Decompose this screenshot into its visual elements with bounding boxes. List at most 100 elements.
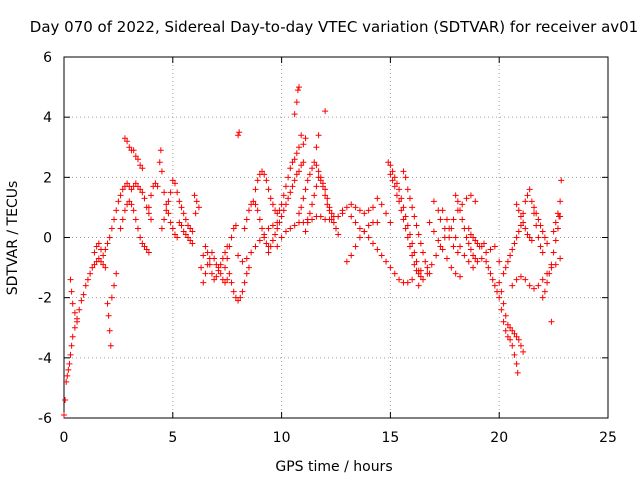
data-point bbox=[467, 192, 474, 199]
data-point bbox=[504, 258, 511, 265]
data-point bbox=[213, 261, 220, 268]
data-point bbox=[454, 249, 461, 256]
data-point bbox=[252, 201, 259, 208]
data-point bbox=[224, 276, 231, 283]
data-point bbox=[84, 276, 91, 283]
data-point bbox=[280, 192, 287, 199]
y-tick-label: 0 bbox=[43, 231, 52, 247]
data-point bbox=[520, 210, 527, 217]
data-point bbox=[374, 195, 381, 202]
data-point bbox=[389, 168, 396, 175]
data-points bbox=[61, 84, 565, 418]
data-point bbox=[265, 186, 272, 193]
data-point bbox=[100, 261, 107, 268]
data-point bbox=[324, 195, 331, 202]
data-point bbox=[400, 168, 407, 175]
data-point bbox=[478, 243, 485, 250]
data-point bbox=[282, 228, 289, 235]
data-point bbox=[263, 240, 270, 247]
data-point bbox=[163, 201, 170, 208]
data-point bbox=[232, 222, 239, 229]
x-tick-label: 25 bbox=[599, 430, 617, 446]
data-point bbox=[315, 174, 322, 181]
data-point bbox=[322, 108, 329, 115]
data-point bbox=[548, 318, 555, 325]
data-point bbox=[152, 180, 159, 187]
y-tick-label: -4 bbox=[38, 351, 52, 367]
data-point bbox=[296, 84, 303, 91]
data-point bbox=[315, 168, 322, 175]
data-point bbox=[132, 216, 139, 223]
data-point bbox=[202, 270, 209, 277]
data-point bbox=[502, 327, 509, 334]
data-point bbox=[68, 342, 75, 349]
data-point bbox=[87, 270, 94, 277]
data-point bbox=[63, 378, 70, 385]
data-point bbox=[517, 342, 524, 349]
data-point bbox=[176, 198, 183, 205]
data-point bbox=[237, 294, 244, 301]
data-point bbox=[552, 219, 559, 226]
data-point bbox=[224, 255, 231, 262]
data-point bbox=[315, 132, 322, 139]
data-point bbox=[261, 234, 268, 241]
data-point bbox=[289, 183, 296, 190]
data-point bbox=[513, 276, 520, 283]
data-point bbox=[64, 372, 71, 379]
data-point bbox=[208, 270, 215, 277]
data-point bbox=[306, 171, 313, 178]
data-point bbox=[554, 210, 561, 217]
data-point bbox=[467, 231, 474, 238]
data-point bbox=[385, 159, 392, 166]
data-point bbox=[554, 225, 561, 232]
data-point bbox=[515, 207, 522, 214]
data-point bbox=[256, 237, 263, 244]
data-point bbox=[165, 210, 172, 217]
data-point bbox=[513, 201, 520, 208]
data-point bbox=[269, 222, 276, 229]
data-point bbox=[68, 288, 75, 295]
data-point bbox=[539, 249, 546, 256]
data-point bbox=[304, 219, 311, 226]
data-point bbox=[491, 243, 498, 250]
data-point bbox=[404, 222, 411, 229]
data-point bbox=[208, 249, 215, 256]
data-point bbox=[450, 243, 457, 250]
data-point bbox=[285, 195, 292, 202]
data-point bbox=[139, 240, 146, 247]
data-point bbox=[111, 282, 118, 289]
data-point bbox=[121, 207, 128, 214]
data-point bbox=[200, 279, 207, 286]
data-point bbox=[296, 144, 303, 151]
x-tick-label: 0 bbox=[60, 430, 69, 446]
data-point bbox=[411, 213, 418, 220]
chart-title: Day 070 of 2022, Sidereal Day-to-day VTE… bbox=[30, 18, 638, 36]
data-point bbox=[326, 207, 333, 214]
data-point bbox=[402, 225, 409, 232]
data-point bbox=[211, 276, 218, 283]
data-point bbox=[343, 258, 350, 265]
data-point bbox=[428, 261, 435, 268]
x-tick-label: 10 bbox=[273, 430, 291, 446]
data-point bbox=[261, 171, 268, 178]
data-point bbox=[235, 297, 242, 304]
data-point bbox=[130, 207, 137, 214]
data-point bbox=[465, 258, 472, 265]
data-point bbox=[406, 243, 413, 250]
data-point bbox=[409, 252, 416, 259]
data-point bbox=[250, 198, 257, 205]
data-point bbox=[541, 288, 548, 295]
data-point bbox=[304, 177, 311, 184]
data-point bbox=[157, 147, 164, 154]
data-point bbox=[406, 195, 413, 202]
data-point bbox=[106, 234, 113, 241]
data-point bbox=[154, 183, 161, 190]
data-point bbox=[504, 333, 511, 340]
data-point bbox=[309, 216, 316, 223]
data-point bbox=[439, 246, 446, 253]
data-point bbox=[282, 201, 289, 208]
data-point bbox=[300, 195, 307, 202]
data-point bbox=[252, 186, 259, 193]
data-point bbox=[396, 198, 403, 205]
data-point bbox=[539, 294, 546, 301]
